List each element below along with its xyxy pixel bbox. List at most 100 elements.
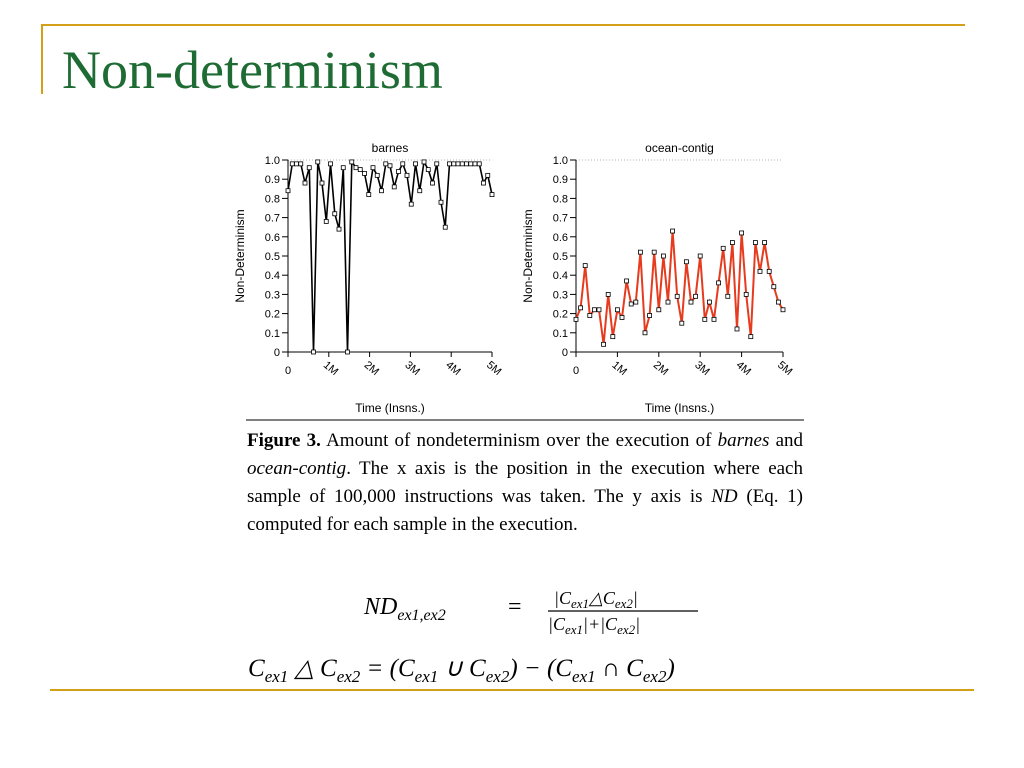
data-point (628, 301, 634, 307)
data-point (489, 192, 495, 197)
eq1-denominator: |Cex1|+|Cex2| (548, 614, 640, 637)
series-line (575, 230, 784, 345)
y-tick-label: 0 (562, 347, 568, 359)
data-point (660, 253, 666, 259)
y-tick-label: 0 (274, 347, 280, 359)
data-point (771, 284, 777, 290)
x-tick-label: 3M (402, 359, 421, 378)
data-point (345, 349, 350, 355)
data-point (311, 349, 316, 355)
data-point (605, 291, 611, 297)
x-tick-label: 3M (692, 359, 711, 378)
y-tick-label: 0.2 (265, 309, 280, 321)
data-point (315, 159, 321, 165)
x-tick-label: 5M (775, 359, 794, 378)
data-point (596, 307, 602, 313)
data-point (374, 172, 380, 178)
y-tick-label: 0.8 (553, 193, 568, 205)
chart-title: barnes (372, 141, 409, 155)
data-point (633, 299, 639, 305)
data-point (400, 161, 406, 167)
figure-caption: Figure 3. Amount of nondeterminism over … (247, 427, 803, 539)
data-point (285, 188, 291, 194)
data-point (587, 313, 593, 318)
y-tick-label: 0.1 (265, 328, 280, 340)
eq1-lhs: NDex1,ex2 (363, 594, 446, 624)
x-tick-label: 4M (443, 359, 462, 378)
data-point (438, 199, 444, 205)
figure-charts: barnes 0 0.1 0.2 0.3 0.4 0.5 0.6 0.7 0.8 0.9 1.0 0 1M… (233, 141, 804, 421)
data-point (614, 307, 620, 313)
x-tick-label: 1M (609, 359, 628, 378)
caption-text-2: and (769, 430, 803, 451)
chart-barnes: barnes 0 0.1 0.2 0.3 0.4 0.5 0.6 0.7 0.8 0.9 1.0 0 1M… (233, 141, 503, 415)
data-point (610, 334, 616, 340)
data-point (340, 165, 346, 171)
data-point (670, 228, 676, 234)
data-point (383, 161, 389, 167)
data-point (578, 305, 584, 311)
data-point (476, 161, 482, 167)
y-tick-label: 0.7 (553, 213, 568, 225)
x-axis-label: Time (Insns.) (355, 401, 425, 415)
caption-ocean: ocean-contig (247, 458, 347, 479)
data-point (413, 161, 418, 167)
caption-text-4: (Eq. 1) computed for each sample in the … (247, 486, 803, 535)
title-rule-left (41, 24, 43, 94)
data-point (336, 226, 342, 232)
data-point (294, 161, 299, 167)
data-point (739, 230, 744, 236)
data-point (485, 172, 491, 178)
data-point (404, 172, 410, 178)
data-point (734, 326, 740, 332)
data-point (729, 240, 735, 245)
data-point (306, 165, 312, 171)
data-point (396, 169, 401, 174)
data-point (679, 320, 685, 326)
y-tick-label: 1.0 (553, 155, 568, 167)
slide-title: Non-determinism (62, 40, 443, 100)
data-point (665, 299, 671, 305)
eq1-numerator: |Cex1△Cex2| (554, 588, 638, 611)
data-point (332, 211, 338, 217)
data-point (468, 161, 474, 167)
x-tick-label: 5M (484, 359, 503, 378)
data-point (688, 299, 694, 305)
data-point (481, 180, 486, 186)
x-tick-label: 2M (362, 359, 381, 378)
data-point (753, 240, 758, 245)
y-tick-label: 0.5 (553, 251, 568, 263)
data-point (619, 315, 625, 320)
data-point (573, 316, 579, 322)
data-point (711, 316, 717, 322)
x-axis-label: Time (Insns.) (645, 401, 715, 415)
eq1-equals: = (508, 594, 522, 620)
y-tick-label: 0.6 (265, 232, 280, 244)
data-point (591, 307, 597, 313)
data-point (289, 161, 295, 167)
y-tick-label: 0.8 (265, 193, 280, 205)
data-point (362, 171, 367, 176)
data-point (370, 165, 376, 171)
data-point (447, 161, 452, 167)
series-line (287, 159, 493, 353)
data-point (459, 161, 465, 167)
data-point (637, 249, 643, 255)
data-point (706, 299, 712, 305)
eq2: Cex1 △ Cex2 = (Cex1 ∪ Cex2) − (Cex1 ∩ Ce… (248, 655, 675, 686)
data-point (417, 188, 423, 194)
data-point (725, 293, 731, 299)
data-point (323, 219, 329, 224)
x-tick-label: 4M (734, 359, 753, 378)
data-point (702, 316, 708, 322)
caption-nd: ND (711, 486, 738, 507)
data-point (601, 341, 607, 347)
data-point (451, 161, 457, 167)
data-point (642, 330, 648, 336)
y-tick-label: 0.9 (553, 174, 568, 186)
y-tick-label: 0.5 (265, 251, 280, 263)
caption-figure-label: Figure 3. (247, 430, 321, 451)
data-point (780, 307, 786, 313)
y-axis-label: Non-Determinism (521, 209, 535, 302)
data-point (582, 263, 588, 268)
